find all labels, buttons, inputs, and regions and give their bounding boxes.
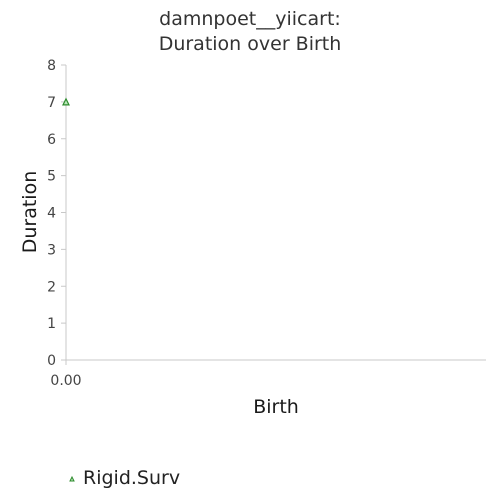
data-point-0-0 [62,97,70,106]
x-axis-title: Birth [253,396,299,418]
y-tick-label-2: 2 [47,279,56,295]
chart-title-line-2: Duration over Birth [159,33,342,55]
x-tick-label-0: 0.00 [50,373,81,389]
y-tick-label-4: 4 [47,206,56,222]
y-tick-label-0: 0 [47,353,56,369]
legend-label-rigid-surv: Rigid.Surv [83,467,180,489]
plot-area: 0 1 2 3 4 5 6 7 8 0.00 [47,58,486,389]
y-tick-label-3: 3 [47,242,56,258]
legend: Rigid.Surv [69,467,180,489]
y-tick-label-8: 8 [47,58,56,74]
y-tick-label-7: 7 [47,95,56,111]
chart-title-line-1: damnpoet__yiicart: [159,8,341,30]
legend-triangle-marker [69,475,75,482]
y-axis-title: Duration [19,171,41,254]
y-tick-label-5: 5 [47,169,56,185]
y-tick-label-6: 6 [47,132,56,148]
y-tick-label-1: 1 [47,316,56,332]
